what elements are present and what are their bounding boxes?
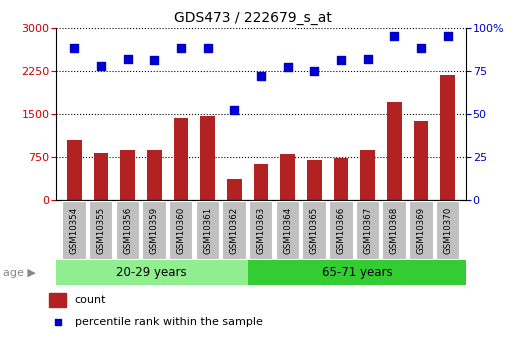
- Point: [364, 56, 372, 61]
- FancyBboxPatch shape: [63, 201, 86, 259]
- Point: [257, 73, 265, 79]
- Text: GSM10368: GSM10368: [390, 207, 399, 254]
- Text: GSM10364: GSM10364: [283, 207, 292, 254]
- FancyBboxPatch shape: [382, 201, 406, 259]
- Text: GSM10365: GSM10365: [310, 207, 319, 254]
- FancyBboxPatch shape: [196, 201, 219, 259]
- Bar: [94, 153, 108, 200]
- Point: [123, 56, 132, 61]
- Text: GSM10355: GSM10355: [96, 207, 105, 254]
- Point: [444, 33, 452, 39]
- Bar: [307, 160, 322, 200]
- Point: [70, 46, 78, 51]
- Bar: [120, 149, 135, 200]
- Bar: [387, 102, 402, 200]
- Text: count: count: [75, 295, 106, 305]
- Bar: [174, 118, 188, 200]
- Point: [390, 33, 399, 39]
- FancyBboxPatch shape: [169, 201, 192, 259]
- Point: [204, 46, 212, 51]
- FancyBboxPatch shape: [303, 201, 326, 259]
- Text: GSM10356: GSM10356: [123, 207, 132, 254]
- Text: GSM10361: GSM10361: [203, 207, 212, 254]
- Text: GSM10366: GSM10366: [337, 207, 346, 254]
- FancyBboxPatch shape: [223, 201, 246, 259]
- FancyBboxPatch shape: [356, 201, 379, 259]
- Text: GSM10360: GSM10360: [176, 207, 186, 254]
- Bar: [67, 140, 82, 200]
- Bar: [440, 75, 455, 200]
- Bar: [248, 260, 466, 285]
- Bar: [200, 116, 215, 200]
- FancyBboxPatch shape: [143, 201, 166, 259]
- Point: [310, 68, 319, 73]
- Point: [97, 63, 105, 68]
- FancyBboxPatch shape: [409, 201, 432, 259]
- FancyBboxPatch shape: [89, 201, 112, 259]
- Bar: [334, 158, 348, 200]
- Bar: [414, 121, 428, 200]
- Text: age ▶: age ▶: [3, 268, 36, 278]
- Bar: [227, 179, 242, 200]
- FancyBboxPatch shape: [116, 201, 139, 259]
- FancyBboxPatch shape: [276, 201, 299, 259]
- Text: GSM10363: GSM10363: [257, 207, 266, 254]
- FancyBboxPatch shape: [436, 201, 459, 259]
- Text: 20-29 years: 20-29 years: [117, 266, 187, 279]
- Text: GSM10370: GSM10370: [443, 207, 452, 254]
- Point: [417, 46, 425, 51]
- Point: [177, 46, 186, 51]
- Bar: [49, 293, 66, 307]
- Text: GSM10367: GSM10367: [363, 207, 372, 254]
- Bar: [254, 165, 268, 200]
- FancyBboxPatch shape: [249, 201, 272, 259]
- Bar: [147, 150, 162, 200]
- Text: GSM10369: GSM10369: [417, 207, 426, 254]
- Text: GSM10354: GSM10354: [70, 207, 79, 254]
- Bar: [56, 260, 248, 285]
- Point: [230, 108, 239, 113]
- Point: [337, 58, 345, 63]
- Text: 65-71 years: 65-71 years: [322, 266, 392, 279]
- Point: [150, 58, 158, 63]
- Text: percentile rank within the sample: percentile rank within the sample: [75, 317, 262, 327]
- FancyBboxPatch shape: [329, 201, 352, 259]
- Bar: [280, 154, 295, 200]
- Bar: [360, 150, 375, 200]
- Point: [54, 319, 62, 325]
- Title: GDS473 / 222679_s_at: GDS473 / 222679_s_at: [174, 11, 332, 25]
- Point: [284, 65, 292, 70]
- Text: GSM10359: GSM10359: [150, 207, 159, 254]
- Text: GSM10362: GSM10362: [230, 207, 239, 254]
